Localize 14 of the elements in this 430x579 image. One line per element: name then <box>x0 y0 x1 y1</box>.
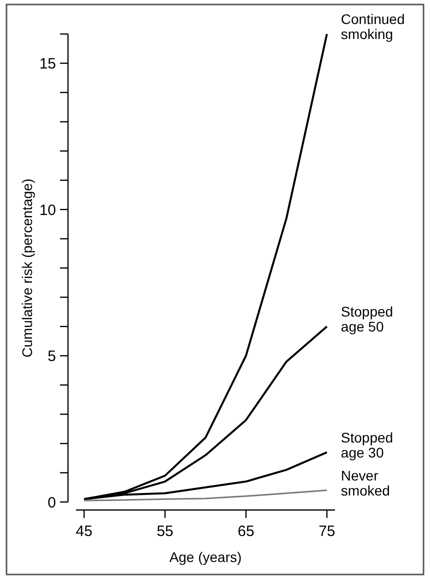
series-label: Stopped age 30 <box>340 429 394 460</box>
y-axis-title: Cumulative risk (percentage) <box>19 178 35 358</box>
y-tick-label: 5 <box>48 348 56 365</box>
x-tick-label: 65 <box>238 523 254 540</box>
x-axis-title: Age (years) <box>169 549 242 565</box>
series-label: Continued smoking <box>340 11 405 42</box>
y-tick-label: 15 <box>39 56 56 72</box>
series-label: Never smoked <box>340 467 390 498</box>
x-tick-label: 55 <box>156 523 174 540</box>
x-tick-label: 45 <box>76 523 92 540</box>
y-tick-label: 10 <box>39 202 56 219</box>
y-tick-label: 0 <box>48 494 56 512</box>
x-tick-label: 75 <box>318 523 336 540</box>
series-label: Stopped age 50 <box>340 304 394 334</box>
